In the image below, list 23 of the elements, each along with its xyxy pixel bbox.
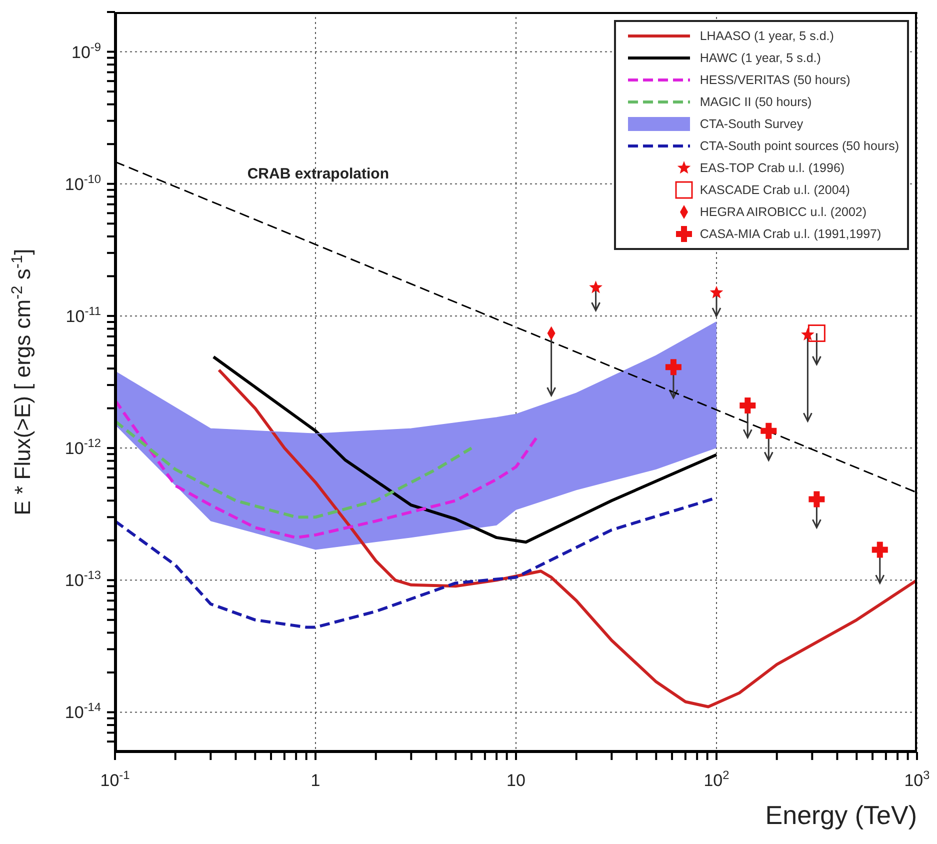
y-tick-label: 10$^{-12}$ [64,436,102,458]
y-tick-label: 10$^{-11}$ [66,304,102,326]
legend-label: CTA-South Survey [700,117,804,131]
x-tick-label: 10 [506,771,526,790]
y-tick-label: 10$^{-10}$ [64,172,102,194]
x-tick-label: 1 [310,771,320,790]
legend-label: HEGRA AIROBICC u.l. (2002) [700,205,867,219]
y-tick-label: 10$^{-14}$ [64,700,102,722]
legend-label: EAS-TOP Crab u.l. (1996) [700,161,845,175]
x-tick-label: 10$^{-1}$ [100,768,130,790]
legend-label: KASCADE Crab u.l. (2004) [700,183,850,197]
legend-label: CTA-South point sources (50 hours) [700,139,899,153]
x-axis-title: Energy (TeV) [765,800,917,830]
x-tick-label: 10$^{3}$ [904,768,930,790]
legend-label: HESS/VERITAS (50 hours) [700,73,850,87]
legend-label: LHAASO (1 year, 5 s.d.) [700,29,834,43]
y-tick-label: 10$^{-9}$ [72,40,102,62]
legend-label: HAWC (1 year, 5 s.d.) [700,51,821,65]
annotation: CRAB extrapolation [247,166,390,182]
y-tick-label: 10$^{-13}$ [64,568,102,590]
legend-label: CASA-MIA Crab u.l. (1991,1997) [700,227,882,241]
legend-label: MAGIC II (50 hours) [700,95,812,109]
x-tick-label: 10$^{2}$ [704,768,730,790]
